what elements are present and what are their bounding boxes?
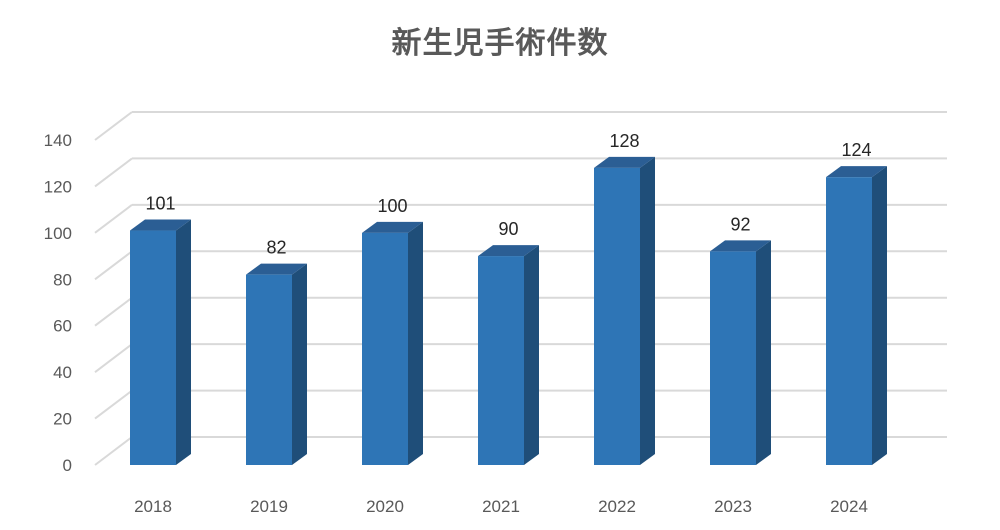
y-tick-label: 60 <box>53 317 72 336</box>
gridline-diagonal <box>94 111 133 141</box>
data-label: 100 <box>377 196 407 216</box>
y-tick-label: 80 <box>53 270 72 289</box>
bar-side <box>524 245 539 465</box>
y-tick-label: 140 <box>44 131 72 150</box>
bar-front <box>594 167 640 465</box>
bar-2023 <box>710 240 771 465</box>
bar-2021 <box>478 245 539 465</box>
bar-side <box>408 221 423 465</box>
bar-front <box>246 274 292 465</box>
gridline-diagonal <box>94 436 133 466</box>
gridline-diagonal <box>94 250 133 281</box>
bar-front <box>710 251 756 465</box>
bar-2020 <box>362 221 423 465</box>
x-tick-label: 2024 <box>830 497 868 516</box>
x-tick-label: 2020 <box>366 497 404 516</box>
bar-top <box>130 219 191 231</box>
chart-title: 新生児手術件数 <box>391 26 609 61</box>
bar-side <box>292 263 307 465</box>
x-tick-label: 2023 <box>714 497 752 516</box>
bar-top <box>362 221 423 233</box>
data-label: 90 <box>498 219 518 239</box>
y-tick-label: 40 <box>53 363 72 382</box>
bar-top <box>710 240 771 252</box>
bar-2024 <box>826 166 887 465</box>
bar-front <box>362 232 408 465</box>
x-tick-label: 2021 <box>482 497 520 516</box>
y-tick-label: 100 <box>44 224 72 243</box>
data-labels: 101 82 100 90 128 92 124 <box>145 131 871 258</box>
bar-side <box>756 240 771 465</box>
x-tick-label: 2019 <box>250 497 288 516</box>
bar-front <box>478 256 524 465</box>
bar-top <box>826 166 887 178</box>
y-tick-label: 0 <box>63 456 72 475</box>
bar-front <box>826 177 872 465</box>
bar-side <box>640 156 655 465</box>
gridline-diagonal <box>94 389 133 420</box>
bar-2022 <box>594 156 655 465</box>
bar-front <box>130 230 176 465</box>
data-label: 124 <box>841 140 871 160</box>
bar-2019 <box>246 263 307 465</box>
bar-top <box>246 263 307 275</box>
data-label: 128 <box>609 131 639 151</box>
gridline-diagonal <box>94 296 133 327</box>
y-tick-label: 20 <box>53 410 72 429</box>
bars <box>130 156 887 465</box>
gridline-diagonal <box>94 157 133 188</box>
data-label: 82 <box>266 238 286 258</box>
x-axis-ticks: 2018 2019 2020 2021 2022 2023 2024 <box>134 497 868 516</box>
gridline-diagonal <box>94 204 133 234</box>
x-tick-label: 2022 <box>598 497 636 516</box>
bar-side <box>872 166 887 465</box>
data-label: 92 <box>730 214 750 234</box>
bar-top <box>478 245 539 257</box>
data-label: 101 <box>145 194 175 214</box>
y-axis-ticks: 0 20 40 60 80 100 120 140 <box>44 131 72 475</box>
gridline-diagonal <box>94 343 133 373</box>
bar-top <box>594 156 655 168</box>
y-tick-label: 120 <box>44 177 72 196</box>
bar-side <box>176 219 191 465</box>
x-tick-label: 2018 <box>134 497 172 516</box>
bar-2018 <box>130 219 191 465</box>
